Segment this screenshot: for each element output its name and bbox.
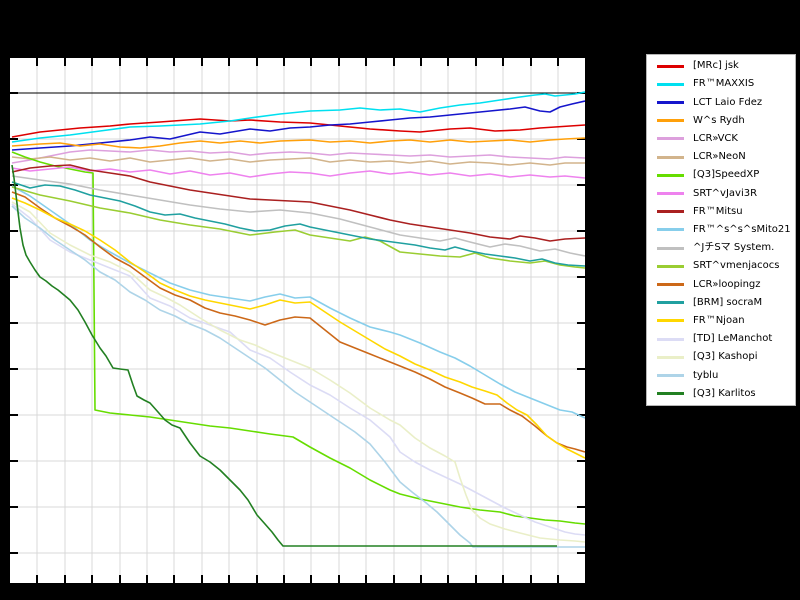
legend-label: SRT^vJavi3R xyxy=(693,187,758,199)
legend-swatch xyxy=(657,319,684,323)
legend-item: SRT^vJavi3R xyxy=(647,185,795,202)
legend-item: W^s Rydh xyxy=(647,112,795,129)
legend-item: SRT^vmenjacocs xyxy=(647,258,795,275)
legend-label: [Q3] Karlitos xyxy=(693,387,756,399)
legend-label: [BRM] socraM xyxy=(693,296,763,308)
series-line--td-lemanchot xyxy=(11,203,585,536)
legend-label: SRT^vmenjacocs xyxy=(693,260,780,272)
legend-swatch xyxy=(657,337,684,341)
legend-label: FR™Njoan xyxy=(693,314,745,326)
series-line-lct-laio-fdez xyxy=(11,100,585,151)
legend-label: tyblu xyxy=(693,369,719,381)
legend-label: ^JチSマ System. xyxy=(693,242,775,254)
series-line--brm-socram xyxy=(11,181,585,267)
legend-swatch xyxy=(657,210,684,214)
series-line-srt-vjavi3r xyxy=(11,166,585,179)
legend-item: tyblu xyxy=(647,367,795,384)
legend-item: LCR»NeoN xyxy=(647,149,795,166)
legend-item: [TD] LeManchot xyxy=(647,331,795,348)
legend-label: FR™MAXXIS xyxy=(693,78,755,90)
legend-swatch xyxy=(657,155,684,159)
legend-item: LCR»loopingz xyxy=(647,276,795,293)
series-line-srt-vmenjacocs xyxy=(11,186,585,269)
legend-label: W^s Rydh xyxy=(693,114,745,126)
legend-item: FR™Njoan xyxy=(647,312,795,329)
legend-swatch xyxy=(657,82,684,86)
legend-swatch xyxy=(657,246,684,250)
legend-swatch xyxy=(657,392,684,396)
legend-swatch xyxy=(657,374,684,378)
plot-area xyxy=(10,58,585,583)
series-line-fr-maxxis xyxy=(11,91,585,143)
series-line-tyblu xyxy=(11,205,585,548)
legend-label: LCR»loopingz xyxy=(693,278,761,290)
legend-label: LCT Laio Fdez xyxy=(693,96,763,108)
legend-item: [Q3]SpeedXP xyxy=(647,167,795,184)
legend-label: [MRc] jsk xyxy=(693,60,739,72)
series-line--q3-speedxp xyxy=(11,151,585,525)
legend-swatch xyxy=(657,228,684,232)
legend: [MRc] jsk FR™MAXXIS LCT Laio Fdez W^s Rydh L… xyxy=(646,54,796,406)
legend-item: ^JチSマ System. xyxy=(647,240,795,257)
series-line-fr-mitsu xyxy=(11,164,585,242)
series-line--q3-karlitos xyxy=(11,164,557,547)
series-line--q3-kashopi xyxy=(11,201,585,543)
plot-svg xyxy=(10,58,585,583)
legend-swatch xyxy=(657,264,684,268)
series-line--mrc-jsk xyxy=(11,118,585,138)
legend-label: [TD] LeManchot xyxy=(693,333,773,345)
legend-label: FR™Mitsu xyxy=(693,205,743,217)
series-line-lcr-neon xyxy=(11,156,585,166)
legend-item: FR™MAXXIS xyxy=(647,76,795,93)
legend-label: [Q3]SpeedXP xyxy=(693,169,760,181)
series-line-lcr-loopingz xyxy=(11,191,585,453)
legend-swatch xyxy=(657,173,684,177)
series-line-lcr-vck xyxy=(11,149,585,164)
legend-label: [Q3] Kashopi xyxy=(693,351,758,363)
series-line-fr-s-s-smito21 xyxy=(11,185,585,419)
legend-swatch xyxy=(657,192,684,196)
legend-label: LCR»VCK xyxy=(693,132,738,144)
legend-swatch xyxy=(657,119,684,123)
legend-item: [Q3] Karlitos xyxy=(647,385,795,402)
legend-item: FR™^s^s^sMito21 xyxy=(647,221,795,238)
legend-item: [BRM] socraM xyxy=(647,294,795,311)
legend-swatch xyxy=(657,101,684,104)
legend-swatch xyxy=(657,137,684,141)
legend-swatch xyxy=(657,283,684,287)
series-line-w-s-rydh xyxy=(11,137,585,149)
legend-label: FR™^s^s^sMito21 xyxy=(693,223,791,235)
legend-item: [Q3] Kashopi xyxy=(647,349,795,366)
legend-item: FR™Mitsu xyxy=(647,203,795,220)
legend-item: [MRc] jsk xyxy=(647,58,795,75)
series-line--j-s-system- xyxy=(11,175,585,257)
legend-swatch xyxy=(657,64,684,68)
series-line-fr-njoan xyxy=(11,197,585,459)
legend-swatch xyxy=(657,355,684,359)
legend-item: LCR»VCK xyxy=(647,130,795,147)
legend-label: LCR»NeoN xyxy=(693,151,746,163)
legend-swatch xyxy=(657,301,684,305)
legend-item: LCT Laio Fdez xyxy=(647,94,795,111)
